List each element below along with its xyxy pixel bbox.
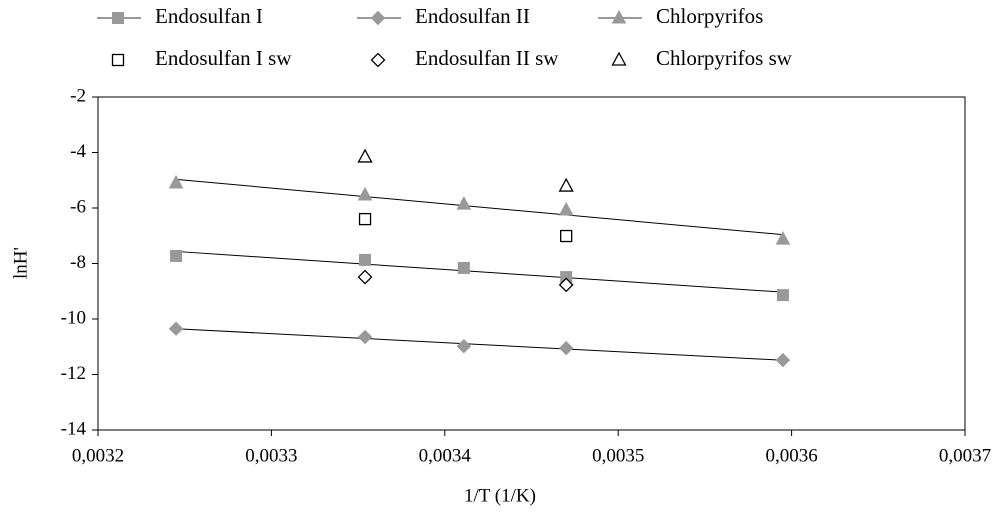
y-tick-label: -10 xyxy=(61,307,86,328)
legend-marker xyxy=(611,51,627,66)
y-tick-label: -12 xyxy=(61,363,86,384)
legend-marker xyxy=(112,12,124,24)
y-tick-label: -2 xyxy=(70,85,86,106)
point xyxy=(775,231,791,245)
legend-marker xyxy=(111,53,125,67)
point xyxy=(357,269,373,285)
point xyxy=(776,289,789,302)
point xyxy=(456,196,472,210)
trend-line xyxy=(176,328,783,361)
y-axis-title: lnH' xyxy=(10,247,31,279)
x-tick-label: 0,0032 xyxy=(72,445,124,466)
point xyxy=(457,261,470,274)
point xyxy=(168,174,184,189)
legend-marker xyxy=(611,9,627,24)
x-tick-label: 0,0034 xyxy=(419,445,472,466)
legend-label: Endosulfan I xyxy=(155,4,263,28)
legend-marker xyxy=(370,52,386,68)
point xyxy=(558,277,574,293)
point xyxy=(456,338,472,354)
point xyxy=(357,329,373,345)
x-tick-label: 0,0037 xyxy=(939,445,991,466)
point xyxy=(168,321,184,336)
y-tick-label: -4 xyxy=(70,141,86,162)
point xyxy=(359,253,372,266)
point xyxy=(358,212,372,226)
point xyxy=(558,177,574,192)
x-tick-label: 0,0036 xyxy=(765,445,817,466)
legend-label: Endosulfan II sw xyxy=(415,46,559,70)
y-tick-label: -8 xyxy=(70,252,86,273)
y-tick-label: -14 xyxy=(61,418,87,439)
point xyxy=(558,340,574,356)
point xyxy=(560,229,573,243)
legend-label: Chlorpyrifos sw xyxy=(656,46,793,70)
legend-label: Endosulfan II xyxy=(415,4,530,28)
point xyxy=(357,186,373,201)
x-tick-label: 0,0033 xyxy=(245,445,297,466)
y-tick-label: -6 xyxy=(70,196,86,217)
legend-label: Endosulfan I sw xyxy=(155,46,292,70)
point xyxy=(357,148,373,163)
legend-label: Chlorpyrifos xyxy=(656,4,763,28)
point xyxy=(170,250,183,263)
trend-line xyxy=(175,178,783,236)
x-tick-label: 0,0035 xyxy=(592,445,644,466)
point xyxy=(775,352,791,368)
trend-line xyxy=(175,250,783,293)
point xyxy=(558,201,574,216)
plot-frame xyxy=(97,96,966,431)
x-axis-title: 1/T (1/K) xyxy=(464,485,536,506)
legend-marker xyxy=(370,10,386,26)
